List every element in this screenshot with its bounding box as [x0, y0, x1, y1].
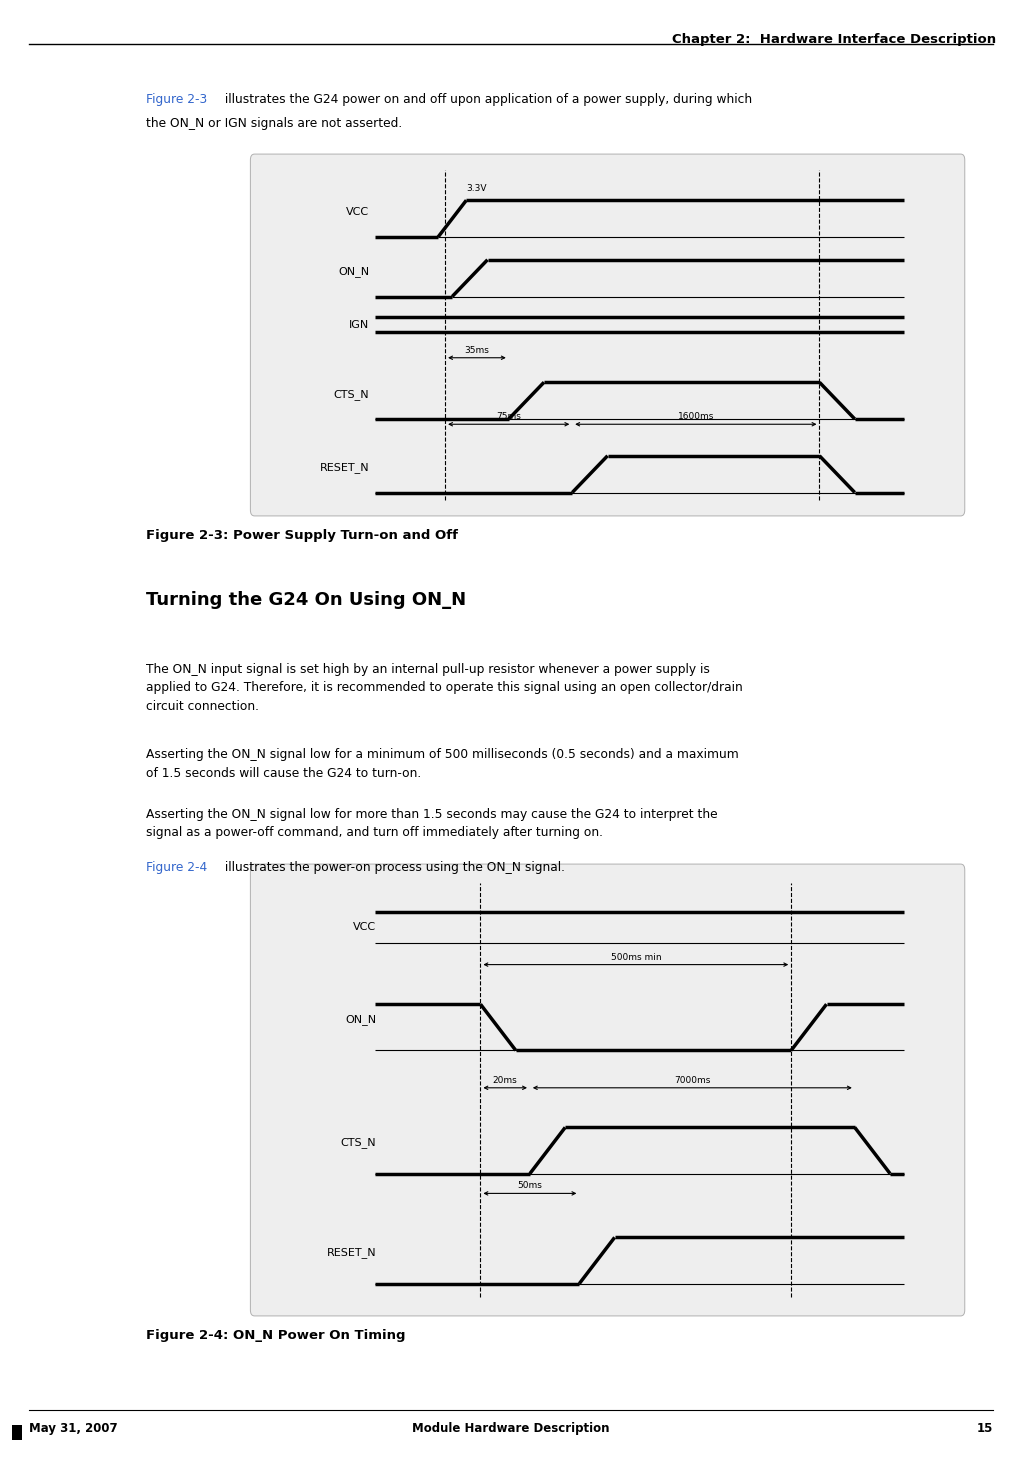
- Text: Asserting the ON_N signal low for more than 1.5 seconds may cause the G24 to int: Asserting the ON_N signal low for more t…: [146, 807, 717, 840]
- Text: 20ms: 20ms: [493, 1075, 517, 1086]
- FancyBboxPatch shape: [250, 154, 965, 515]
- Text: RESET_N: RESET_N: [320, 462, 369, 474]
- Text: VCC: VCC: [354, 923, 376, 932]
- FancyBboxPatch shape: [250, 863, 965, 1317]
- Text: RESET_N: RESET_N: [327, 1247, 376, 1259]
- Text: 75ms: 75ms: [497, 412, 521, 421]
- Text: 7000ms: 7000ms: [675, 1075, 710, 1086]
- Text: 15: 15: [977, 1422, 993, 1435]
- Text: Figure 2-3: Power Supply Turn-on and Off: Figure 2-3: Power Supply Turn-on and Off: [146, 529, 458, 542]
- Text: CTS_N: CTS_N: [341, 1137, 376, 1148]
- Text: 1600ms: 1600ms: [678, 412, 714, 421]
- Text: 35ms: 35ms: [464, 345, 490, 355]
- Text: VCC: VCC: [346, 207, 369, 218]
- Text: ON_N: ON_N: [338, 267, 369, 277]
- Text: Figure 2-3: Figure 2-3: [146, 93, 207, 107]
- Text: May 31, 2007: May 31, 2007: [29, 1422, 118, 1435]
- Text: Module Hardware Description: Module Hardware Description: [412, 1422, 610, 1435]
- Text: 50ms: 50ms: [517, 1182, 543, 1191]
- Bar: [12, 1425, 22, 1440]
- Text: illustrates the G24 power on and off upon application of a power supply, during : illustrates the G24 power on and off upo…: [221, 93, 752, 107]
- Text: IGN: IGN: [350, 320, 369, 329]
- Text: 500ms min: 500ms min: [610, 952, 661, 961]
- Text: Turning the G24 On Using ON_N: Turning the G24 On Using ON_N: [146, 591, 466, 610]
- Text: Figure 2-4: Figure 2-4: [146, 860, 207, 874]
- Text: ON_N: ON_N: [345, 1014, 376, 1025]
- Text: illustrates the power-on process using the ON_N signal.: illustrates the power-on process using t…: [221, 860, 565, 874]
- Text: CTS_N: CTS_N: [334, 390, 369, 400]
- Text: The ON_N input signal is set high by an internal pull-up resistor whenever a pow: The ON_N input signal is set high by an …: [146, 662, 743, 712]
- Text: 3.3V: 3.3V: [466, 184, 486, 193]
- Text: Figure 2-4: ON_N Power On Timing: Figure 2-4: ON_N Power On Timing: [146, 1330, 406, 1342]
- Text: Asserting the ON_N signal low for a minimum of 500 milliseconds (0.5 seconds) an: Asserting the ON_N signal low for a mini…: [146, 748, 739, 780]
- Text: the ON_N or IGN signals are not asserted.: the ON_N or IGN signals are not asserted…: [146, 117, 403, 130]
- Text: Chapter 2:  Hardware Interface Description: Chapter 2: Hardware Interface Descriptio…: [672, 33, 996, 46]
